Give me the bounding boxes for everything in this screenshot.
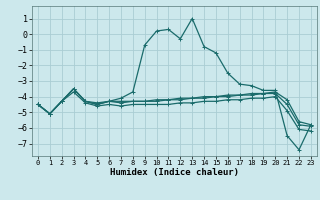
X-axis label: Humidex (Indice chaleur): Humidex (Indice chaleur) <box>110 168 239 177</box>
